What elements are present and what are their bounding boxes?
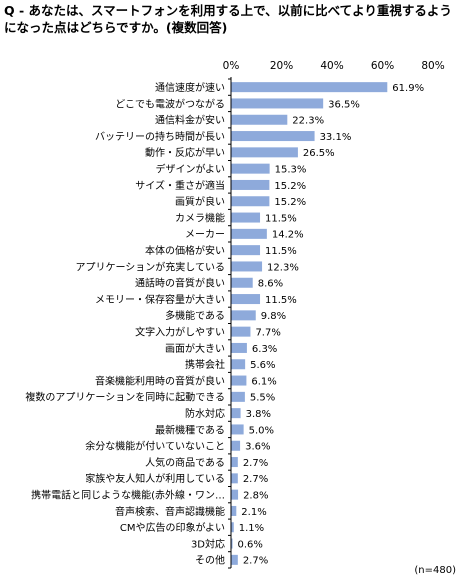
value-label: 8.6%	[258, 279, 283, 290]
x-tick-label: 60%	[371, 60, 394, 72]
value-label: 2.7%	[243, 474, 268, 485]
category-label: サイズ・重さが適当	[135, 179, 225, 192]
category-label: カメラ機能	[175, 211, 225, 224]
bar	[231, 538, 233, 549]
category-label: 余分な機能が付いていないこと	[85, 440, 225, 453]
bar	[231, 82, 388, 93]
category-label: 防水対応	[185, 407, 225, 420]
category-label: 音楽機能利用時の音質が良い	[95, 374, 225, 387]
value-label: 3.6%	[245, 442, 270, 453]
value-label: 36.5%	[328, 99, 360, 110]
x-tick-label: 20%	[270, 60, 293, 72]
category-label: 通話時の音質が良い	[135, 277, 225, 290]
bar	[231, 424, 244, 435]
category-label: 携帯電話と同じような機能(赤外線・ワン…	[31, 488, 225, 501]
category-label: 画質が良い	[175, 195, 225, 208]
value-label: 15.3%	[275, 164, 307, 175]
category-label: 本体の価格が安い	[145, 244, 225, 257]
bar	[231, 163, 270, 174]
value-label: 6.3%	[252, 344, 277, 355]
sample-size-note: (n=480)	[414, 565, 456, 576]
bar	[231, 505, 237, 516]
value-label: 2.7%	[243, 556, 268, 567]
category-label: 通信料金が安い	[155, 114, 225, 127]
bar	[231, 554, 238, 565]
category-label: デザインがよい	[156, 162, 226, 175]
category-label: 画面が大きい	[165, 342, 225, 355]
value-label: 11.5%	[265, 246, 297, 257]
value-label: 9.8%	[261, 311, 286, 322]
bar	[231, 98, 324, 109]
bar	[231, 473, 238, 484]
bar	[231, 342, 247, 353]
bar	[231, 261, 263, 272]
value-label: 2.7%	[243, 458, 268, 469]
x-tick-label: 0%	[223, 60, 240, 72]
value-label: 26.5%	[303, 148, 335, 159]
value-label: 14.2%	[272, 230, 304, 241]
category-label: 複数のアプリケーションを同時に起動できる	[25, 391, 225, 404]
category-label: メモリー・保存容量が大きい	[95, 293, 225, 306]
value-label: 5.0%	[249, 425, 274, 436]
value-label: 61.9%	[392, 83, 424, 94]
bar	[231, 457, 238, 468]
value-label: 22.3%	[292, 116, 324, 127]
category-label: 文字入力がしやすい	[135, 325, 225, 338]
value-label: 11.5%	[265, 295, 297, 306]
category-label: どこでも電波がつながる	[115, 97, 225, 110]
category-label: その他	[195, 554, 225, 567]
category-label: CMや広告の印象がよい	[120, 521, 225, 534]
value-label: 0.6%	[238, 539, 263, 550]
bar	[231, 359, 246, 370]
value-label: 15.2%	[274, 181, 306, 192]
x-tick-label: 80%	[421, 60, 444, 72]
bar	[231, 440, 241, 451]
category-label: 通信速度が速い	[155, 81, 225, 94]
bar	[231, 294, 261, 305]
value-label: 11.5%	[265, 213, 297, 224]
value-label: 7.7%	[255, 327, 280, 338]
bar	[231, 147, 298, 158]
value-label: 3.8%	[246, 409, 271, 420]
category-label: 最新機種である	[155, 423, 225, 436]
category-label: 動作・反応が早い	[145, 146, 225, 159]
bar	[231, 326, 251, 337]
category-label: メーカー	[185, 229, 225, 241]
bar	[231, 114, 288, 125]
value-label: 5.6%	[250, 360, 275, 371]
x-tick-label: 40%	[320, 60, 343, 72]
value-label: 15.2%	[274, 197, 306, 208]
bar	[231, 408, 241, 419]
value-label: 6.1%	[251, 376, 276, 387]
bar	[231, 212, 261, 223]
value-label: 2.1%	[241, 507, 266, 518]
value-label: 5.5%	[250, 393, 275, 404]
value-label: 2.8%	[243, 490, 268, 501]
category-label: 3D対応	[191, 537, 225, 550]
bar	[231, 277, 253, 288]
bar	[231, 228, 267, 239]
bar	[231, 310, 256, 321]
bar	[231, 245, 261, 256]
bar	[231, 489, 239, 500]
category-label: 多機能である	[165, 309, 225, 322]
value-label: 33.1%	[320, 132, 352, 143]
category-label: バッテリーの持ち時間が長い	[95, 130, 225, 143]
bar	[231, 375, 247, 386]
category-label: アプリケーションが充実している	[76, 260, 226, 273]
value-label: 12.3%	[267, 262, 299, 273]
bar	[231, 391, 245, 402]
bar	[231, 179, 270, 190]
category-label: 家族や友人知人が利用している	[85, 472, 225, 485]
bar	[231, 522, 234, 533]
category-label: 音声検索、音声認識機能	[115, 505, 225, 518]
category-label: 人気の商品である	[145, 456, 225, 469]
category-label: 携帯会社	[185, 358, 225, 371]
bar	[231, 131, 315, 142]
bar	[231, 196, 270, 207]
value-label: 1.1%	[239, 523, 264, 534]
chart-title: Q - あなたは、スマートフォンを利用する上で、以前に比べてより重視するようにな…	[4, 3, 452, 35]
